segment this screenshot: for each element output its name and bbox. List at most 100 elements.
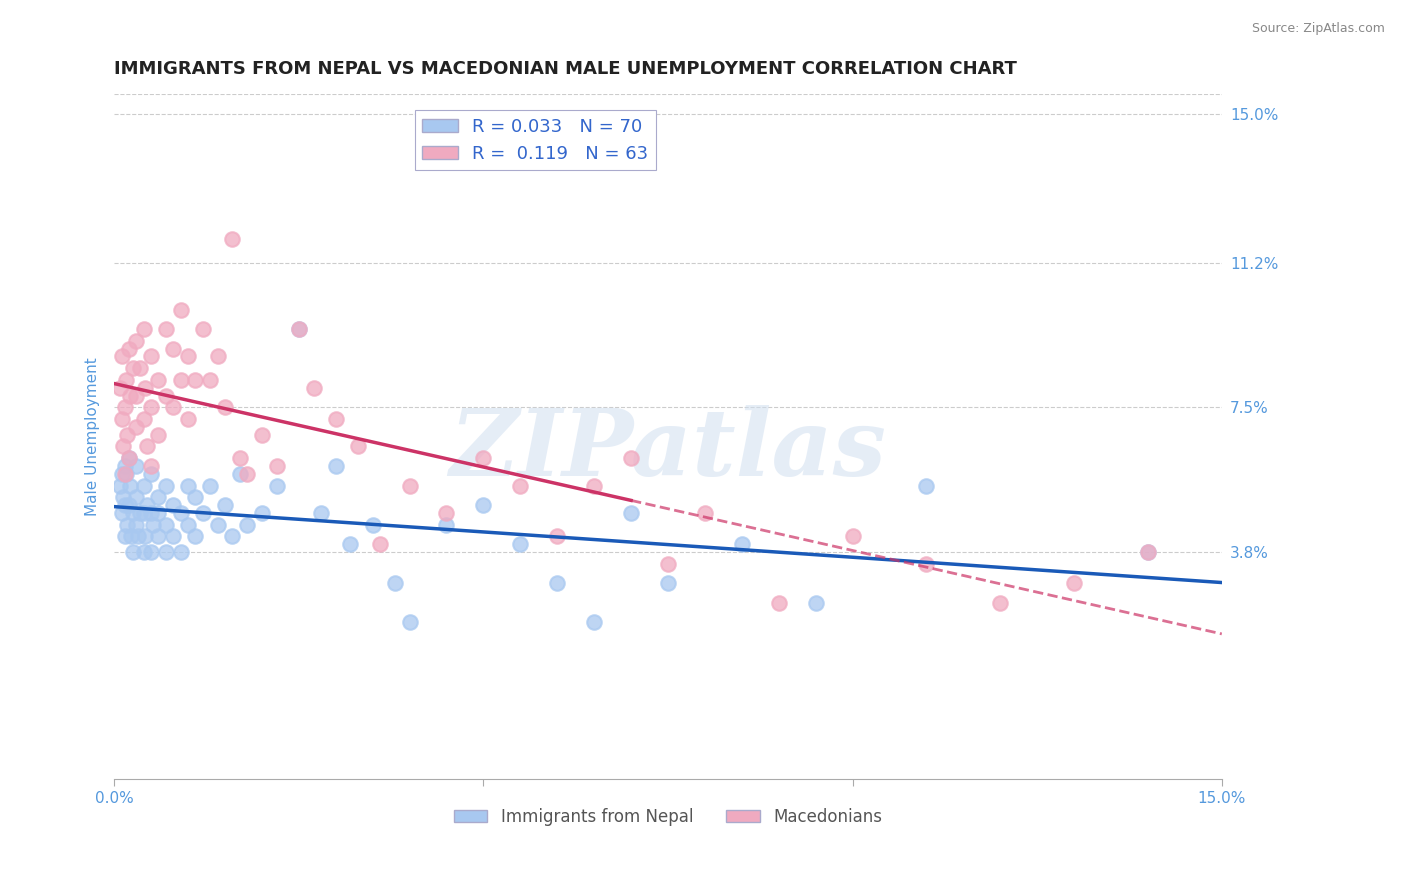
Point [309, 506, 332, 520]
Point [139, 506, 162, 520]
Point [129, 506, 152, 520]
Point [155, 389, 177, 403]
Point [546, 529, 568, 543]
Point [132, 545, 155, 559]
Point [436, 517, 458, 532]
Point [915, 478, 938, 492]
Text: Source: ZipAtlas.com: Source: ZipAtlas.com [1251, 22, 1385, 36]
Point [132, 322, 155, 336]
Point [1063, 576, 1085, 591]
Point [155, 478, 177, 492]
Point [198, 478, 221, 492]
Point [228, 451, 250, 466]
Point [620, 506, 643, 520]
Point [114, 467, 136, 481]
Point [132, 506, 155, 520]
Point [139, 467, 162, 481]
Point [118, 451, 141, 466]
Point [115, 373, 138, 387]
Point [472, 498, 495, 512]
Point [1136, 545, 1159, 559]
Point [125, 458, 148, 473]
Point [139, 545, 162, 559]
Point [988, 596, 1011, 610]
Point [120, 389, 142, 403]
Point [162, 498, 184, 512]
Point [177, 350, 200, 364]
Point [162, 401, 184, 415]
Point [509, 537, 531, 551]
Point [110, 467, 132, 481]
Point [169, 545, 191, 559]
Point [302, 381, 325, 395]
Point [177, 517, 200, 532]
Point [436, 506, 458, 520]
Point [125, 517, 148, 532]
Point [169, 373, 191, 387]
Point [657, 576, 679, 591]
Point [139, 458, 162, 473]
Point [266, 458, 288, 473]
Point [155, 517, 177, 532]
Point [132, 478, 155, 492]
Point [288, 322, 311, 336]
Point [184, 491, 207, 505]
Point [620, 451, 643, 466]
Point [169, 506, 191, 520]
Point [115, 467, 138, 481]
Point [384, 576, 406, 591]
Point [118, 498, 141, 512]
Point [121, 361, 143, 376]
Point [583, 478, 606, 492]
Point [731, 537, 754, 551]
Point [148, 491, 170, 505]
Text: ZIPatlas: ZIPatlas [450, 405, 887, 495]
Point [142, 517, 165, 532]
Point [398, 615, 420, 630]
Text: IMMIGRANTS FROM NEPAL VS MACEDONIAN MALE UNEMPLOYMENT CORRELATION CHART: IMMIGRANTS FROM NEPAL VS MACEDONIAN MALE… [114, 60, 1017, 78]
Point [841, 529, 863, 543]
Point [398, 478, 420, 492]
Point [125, 389, 148, 403]
Point [125, 420, 148, 434]
Point [117, 517, 139, 532]
Point [125, 334, 148, 348]
Point [221, 232, 243, 246]
Point [132, 412, 155, 426]
Point [368, 537, 391, 551]
Point [191, 506, 214, 520]
Point [915, 557, 938, 571]
Point [657, 557, 679, 571]
Point [236, 517, 259, 532]
Point [117, 427, 139, 442]
Point [184, 529, 207, 543]
Point [118, 451, 141, 466]
Point [121, 506, 143, 520]
Point [250, 506, 273, 520]
Point [134, 529, 156, 543]
Point [583, 615, 606, 630]
Point [134, 381, 156, 395]
Point [177, 478, 200, 492]
Point [347, 440, 370, 454]
Point [139, 350, 162, 364]
Point [214, 401, 236, 415]
Point [139, 401, 162, 415]
Point [339, 537, 361, 551]
Point [155, 322, 177, 336]
Point [125, 491, 148, 505]
Point [546, 576, 568, 591]
Point [120, 478, 142, 492]
Point [136, 498, 159, 512]
Point [112, 491, 135, 505]
Point [198, 373, 221, 387]
Point [108, 381, 131, 395]
Point [148, 427, 170, 442]
Point [127, 529, 149, 543]
Point [325, 412, 347, 426]
Point [110, 506, 132, 520]
Point [148, 529, 170, 543]
Point [693, 506, 716, 520]
Point [136, 440, 159, 454]
Point [129, 361, 152, 376]
